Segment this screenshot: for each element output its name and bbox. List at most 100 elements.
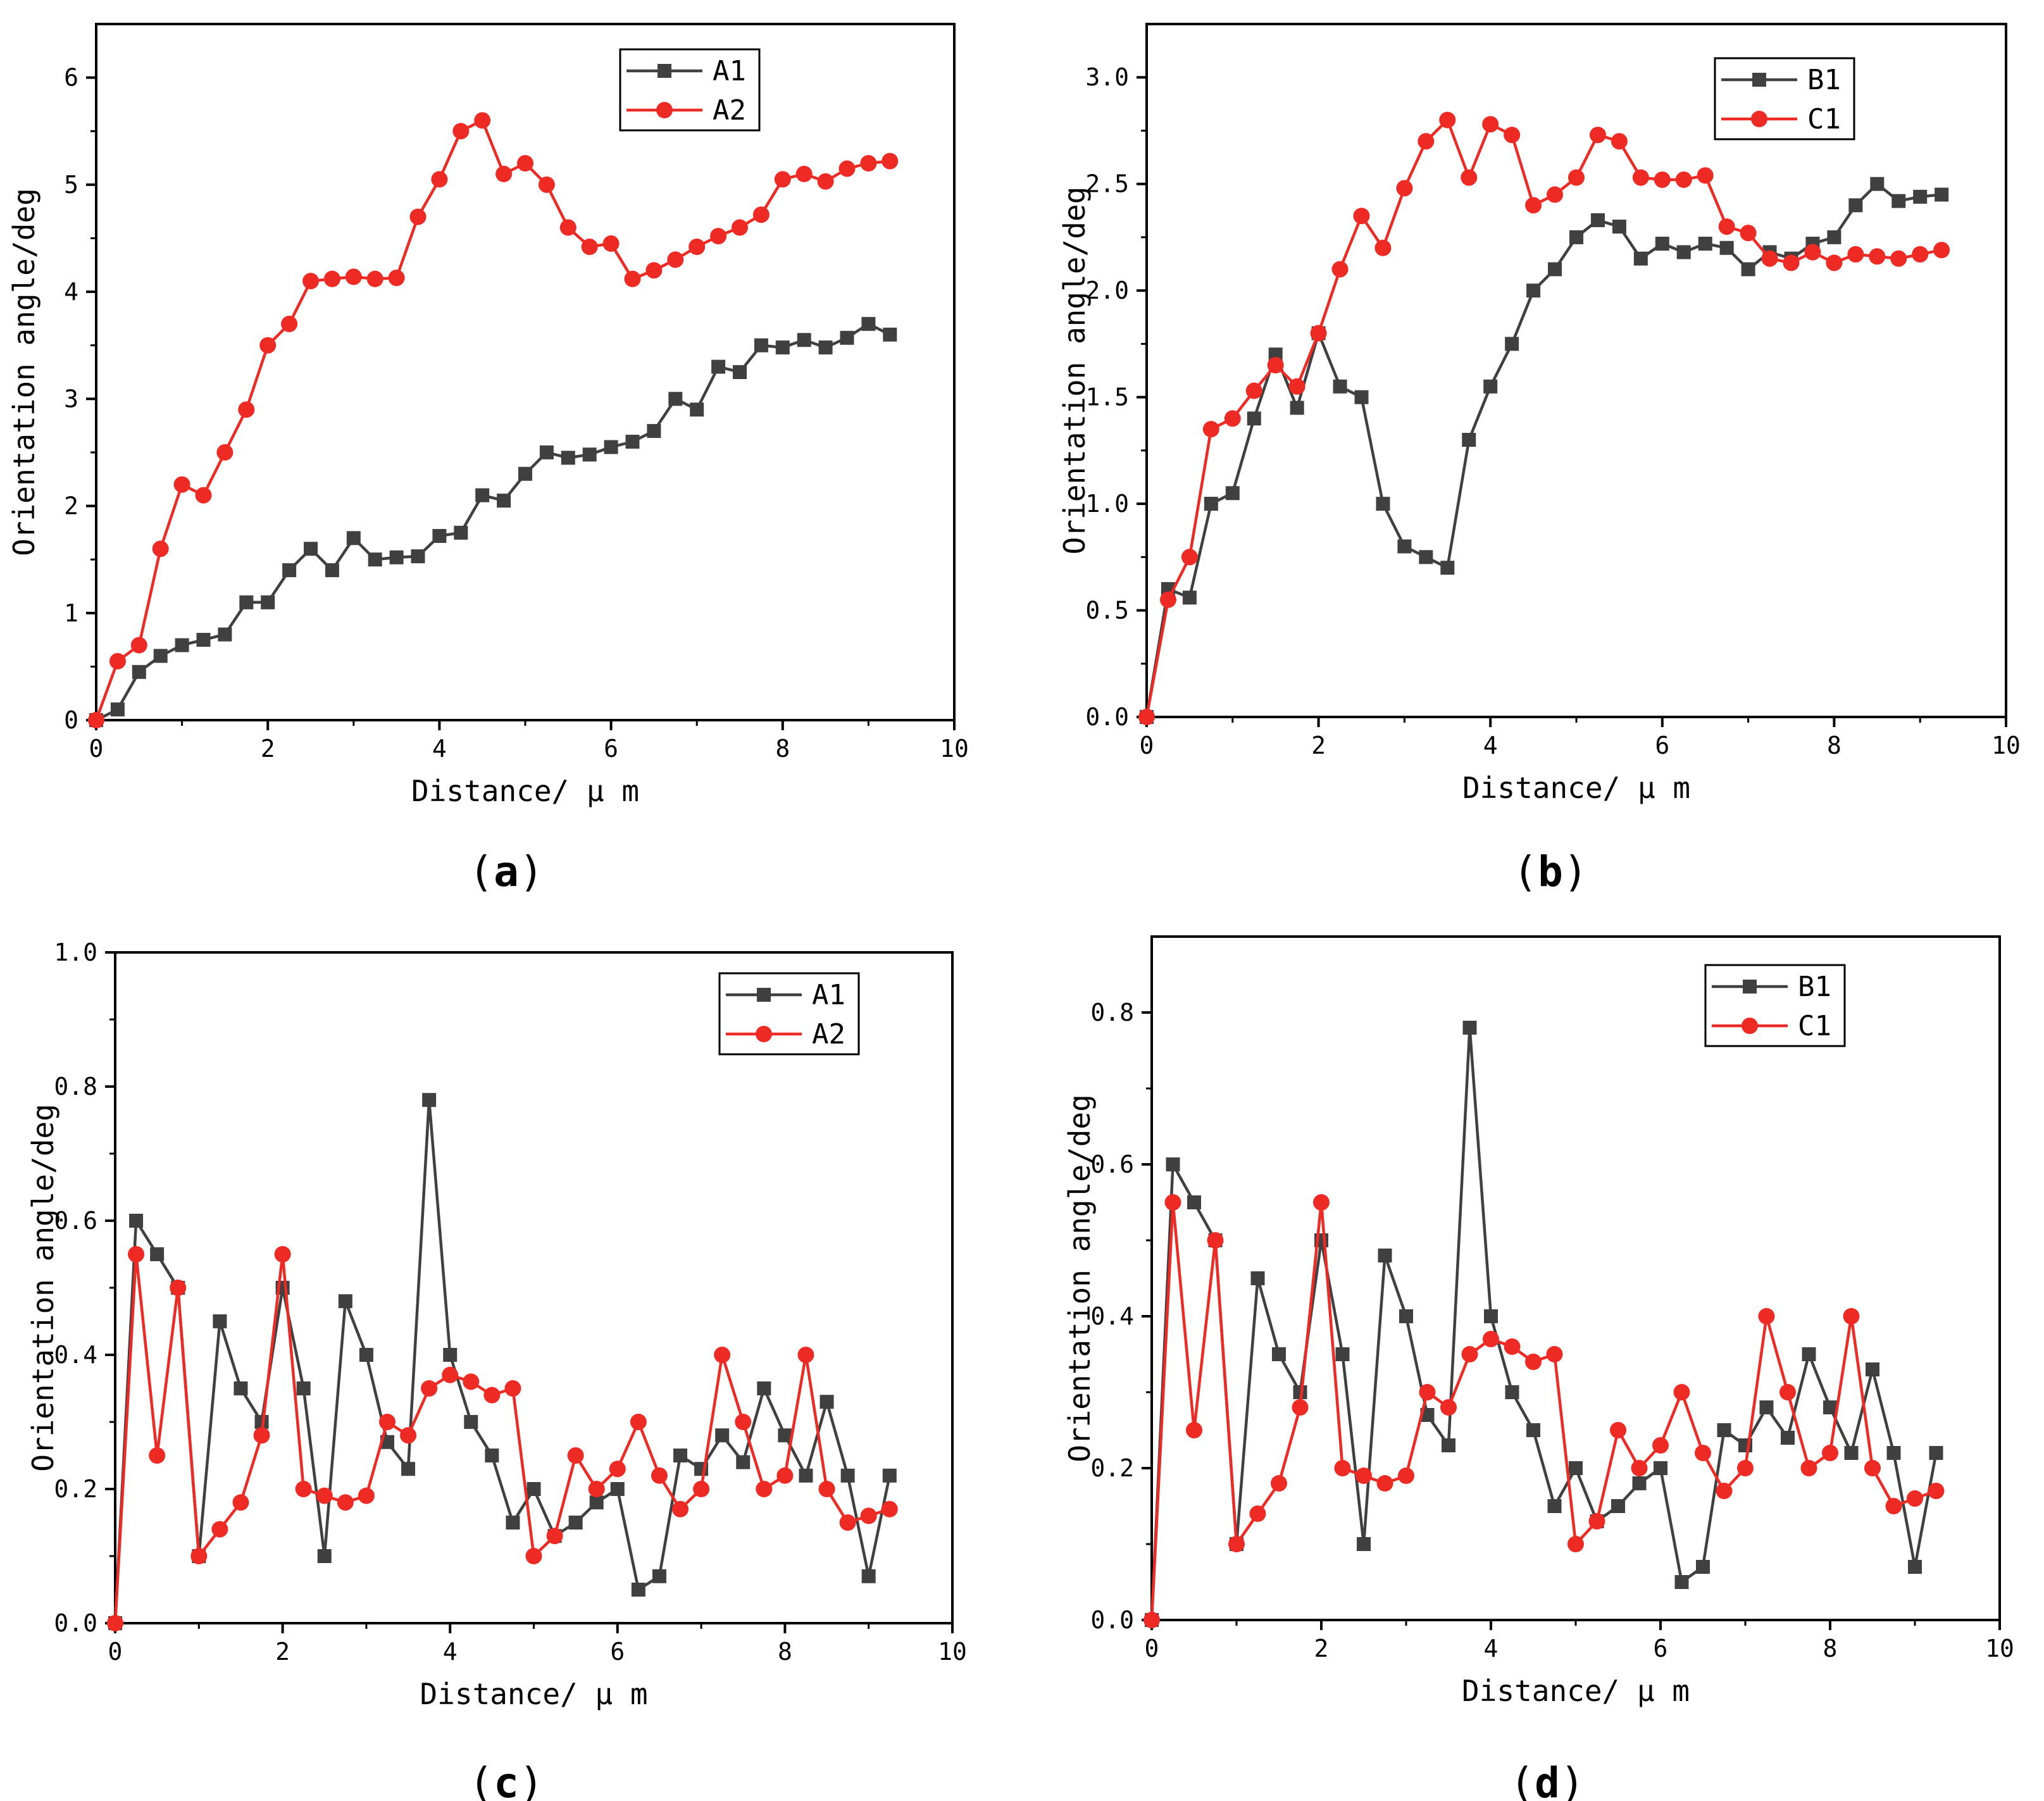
data-point [1354, 390, 1369, 404]
data-point [1823, 1400, 1837, 1414]
data-point [109, 652, 126, 670]
y-tick-label: 2 [64, 492, 78, 520]
data-point [173, 476, 190, 493]
data-point [1866, 1362, 1879, 1376]
data-point [1631, 1460, 1648, 1476]
data-point [254, 1415, 269, 1429]
data-point [234, 1381, 248, 1395]
panel-caption: (b) [1512, 847, 1588, 896]
data-point [559, 219, 576, 236]
x-tick-label: 2 [275, 1638, 290, 1666]
data-point [710, 228, 727, 245]
data-point [1826, 254, 1843, 271]
y-tick-label: 0.0 [1085, 703, 1129, 731]
data-point [1526, 1423, 1540, 1437]
data-point [546, 1528, 563, 1545]
data-point [504, 1380, 521, 1397]
y-tick-label: 2.0 [1085, 277, 1129, 304]
data-point [1186, 1422, 1202, 1438]
legend-label: B1 [1798, 971, 1831, 1003]
data-point [213, 1314, 227, 1328]
data-point [337, 1494, 354, 1511]
data-point [150, 1247, 165, 1261]
data-point [624, 270, 641, 287]
data-point [431, 171, 448, 188]
data-point [1462, 1021, 1477, 1035]
data-point [296, 1381, 311, 1395]
x-tick-label: 8 [775, 735, 790, 763]
data-point [630, 1414, 647, 1430]
data-point [561, 451, 575, 465]
series-C1 [1138, 111, 1950, 725]
data-point [518, 466, 532, 481]
data-point [409, 208, 427, 225]
data-point [1247, 411, 1261, 426]
data-point [378, 1414, 396, 1430]
data-point [776, 1467, 794, 1484]
x-tick-label: 10 [938, 1638, 967, 1666]
data-point [1181, 549, 1198, 566]
data-point [1182, 590, 1197, 605]
y-tick-label: 0.4 [1090, 1302, 1134, 1330]
data-point [1933, 242, 1950, 259]
data-point [1779, 1384, 1796, 1400]
data-point [1632, 169, 1649, 186]
data-point [527, 1482, 541, 1496]
data-point [1737, 1460, 1754, 1476]
data-point [1396, 180, 1413, 197]
data-point [1288, 378, 1306, 395]
data-point [302, 273, 319, 290]
data-point [1869, 248, 1886, 265]
data-point [539, 445, 554, 459]
data-point [774, 171, 791, 188]
data-point [1483, 379, 1498, 394]
data-point [432, 528, 447, 543]
data-point [1376, 1475, 1393, 1492]
data-point [1293, 1385, 1307, 1399]
data-point [1761, 250, 1778, 267]
data-point [689, 239, 706, 255]
data-point [1228, 1536, 1245, 1552]
legend-label: A2 [713, 94, 746, 127]
y-axis-label: Orientation angle/deg [7, 188, 41, 556]
data-point [1935, 187, 1949, 202]
x-tick-label: 0 [1140, 732, 1154, 759]
data-point [667, 251, 684, 268]
data-point [497, 494, 511, 508]
data-point [882, 153, 899, 170]
data-point [818, 340, 833, 355]
data-point [1159, 591, 1176, 608]
data-point [1378, 1249, 1392, 1262]
data-point [1333, 379, 1347, 394]
data-point [1827, 230, 1841, 244]
y-tick-label: 1.5 [1085, 383, 1129, 411]
data-point [1674, 1575, 1689, 1589]
data-point [754, 338, 768, 352]
data-point [757, 1381, 771, 1395]
x-tick-label: 8 [778, 1638, 792, 1666]
x-tick-label: 2 [1314, 1635, 1329, 1662]
data-point [325, 563, 339, 578]
data-point [1546, 1346, 1563, 1362]
data-point [1526, 284, 1541, 298]
legend-marker [657, 64, 671, 78]
data-point [1419, 1384, 1436, 1400]
data-point [464, 1415, 478, 1429]
x-tick-label: 0 [108, 1638, 123, 1666]
data-point [1847, 246, 1864, 263]
data-point [693, 1481, 710, 1497]
data-point [1461, 1346, 1478, 1362]
data-point [1207, 1232, 1224, 1249]
data-point [882, 1468, 897, 1483]
data-point [840, 1468, 855, 1483]
data-point [1673, 1384, 1690, 1400]
data-point [401, 1462, 416, 1476]
y-axis-label: Orientation angle/deg [1063, 1094, 1097, 1462]
data-point [195, 487, 212, 504]
data-point [736, 1455, 751, 1469]
data-point [839, 1514, 856, 1531]
data-point [1696, 1560, 1710, 1574]
data-point [132, 664, 146, 679]
